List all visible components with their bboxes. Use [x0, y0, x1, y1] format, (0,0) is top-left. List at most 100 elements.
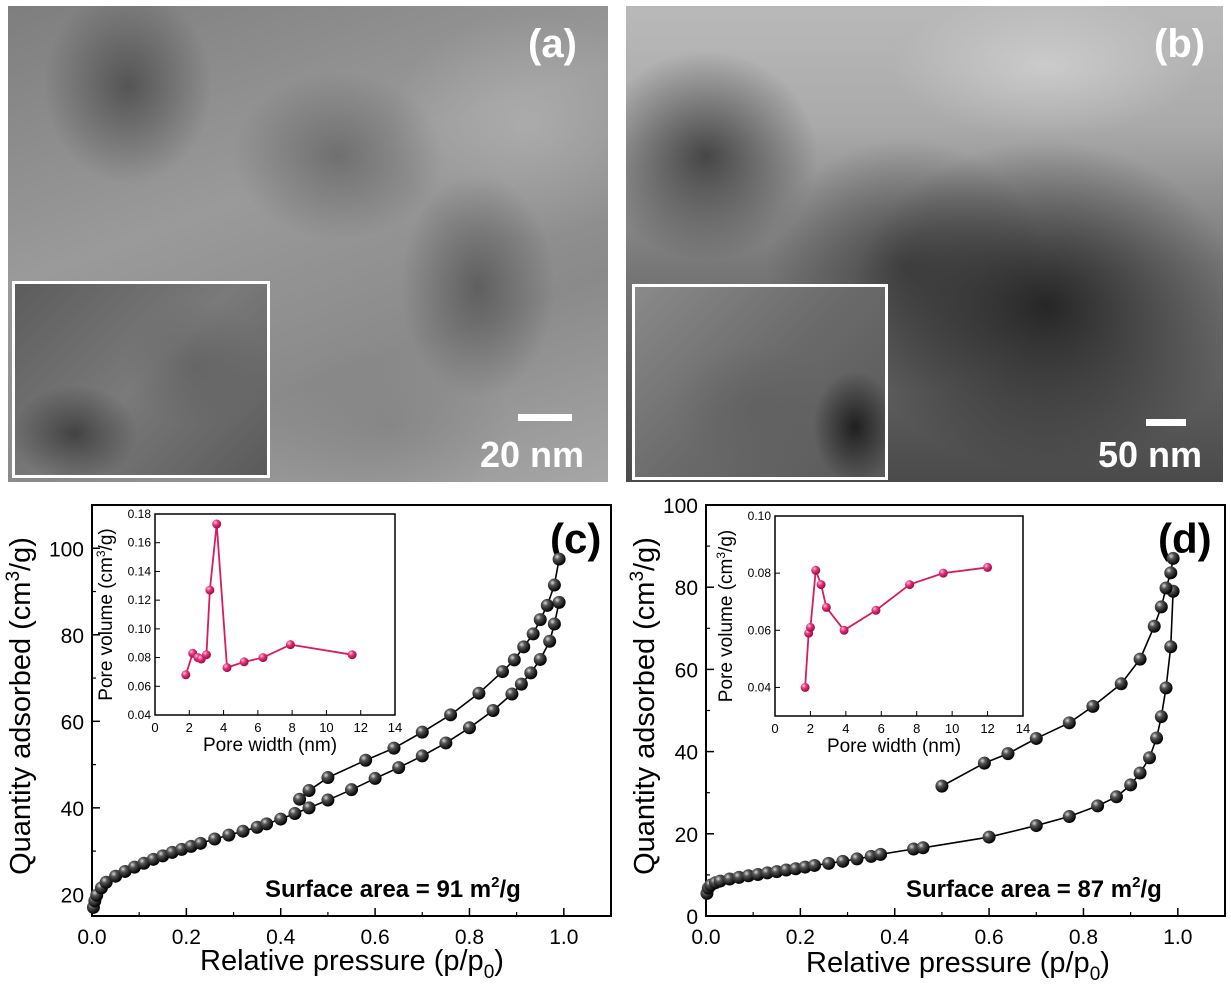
isotherm-point: [302, 801, 316, 815]
x-tick-label: 0.2: [172, 926, 201, 949]
psd-point: [821, 602, 831, 612]
y-tick-label: 40: [675, 742, 698, 765]
isotherm-point: [1166, 551, 1180, 565]
inset-y-tick-label: 0.14: [128, 564, 152, 578]
isotherm-point: [808, 858, 822, 872]
inset-y-tick-label: 0.06: [128, 679, 152, 693]
isotherm-point: [850, 852, 864, 866]
inset-x-tick-label: 14: [388, 720, 402, 735]
x-tick-label: 1.0: [1163, 926, 1192, 949]
tem-image-b: [626, 6, 1223, 482]
inset-x-tick-label: 12: [353, 720, 367, 735]
isotherm-point: [1159, 581, 1173, 595]
isotherm-point: [822, 856, 836, 870]
isotherm-point: [1124, 778, 1138, 792]
isotherm-point: [439, 736, 453, 750]
inset-x-tick-label: 2: [807, 721, 814, 736]
isotherm-point: [907, 842, 921, 856]
psd-point: [347, 650, 357, 660]
isotherm-point: [916, 841, 930, 855]
plot-frame-c: [91, 504, 612, 917]
scale-text-b: 50 nm: [1098, 434, 1203, 475]
isotherm-point: [444, 708, 458, 722]
psd-point: [258, 653, 268, 663]
inset-x-tick-label: 14: [1016, 721, 1030, 736]
x-axis-label: Relative pressure (p/p0): [806, 947, 1110, 985]
isotherm-point: [472, 686, 486, 700]
inset-x-tick-label: 12: [980, 721, 994, 736]
isotherm-point: [359, 753, 373, 767]
y-tick-label: 40: [61, 798, 84, 821]
isotherm-point: [387, 741, 401, 755]
inset-y-tick-label: 0.10: [128, 622, 152, 636]
psd-point: [938, 568, 948, 578]
isotherm-point: [236, 824, 250, 838]
isotherm-point: [1133, 652, 1147, 666]
inset-x-tick-label: 10: [319, 720, 333, 735]
inset-x-axis-label: Pore width (nm): [827, 736, 961, 757]
isotherm-point: [1133, 766, 1147, 780]
isotherm-point: [1143, 751, 1157, 765]
isotherm-point: [1150, 731, 1164, 745]
isotherm-point: [524, 666, 538, 680]
isotherm-point: [1091, 799, 1105, 813]
isotherm-point: [977, 756, 991, 770]
y-tick-label: 100: [663, 495, 698, 518]
psd-point: [285, 640, 295, 650]
y-axis-label: Quantity adsorbed (cm3/g): [3, 537, 37, 875]
psd-point: [805, 622, 815, 632]
isotherm-point: [368, 771, 382, 785]
inset-y-tick-label: 0.16: [128, 536, 152, 550]
isotherm-point: [547, 617, 561, 631]
isotherm-point: [321, 771, 335, 785]
psd-point: [983, 562, 993, 572]
psd-point: [181, 670, 191, 680]
psd-point: [816, 580, 826, 590]
isotherm-point: [222, 828, 236, 842]
x-tick-label: 0.6: [974, 926, 1003, 949]
tem-image-a: [8, 6, 608, 482]
inset-y-axis-label: Pore volume (cm3/g): [94, 528, 117, 700]
inset-y-axis-label: Pore volume (cm3/g): [714, 530, 737, 702]
y-tick-label: 0: [686, 906, 698, 929]
isotherm-point: [1164, 640, 1178, 654]
psd-point: [905, 580, 915, 590]
isotherm-point: [552, 595, 566, 609]
scale-bar-b: [1146, 419, 1186, 426]
isotherm-point: [345, 783, 358, 797]
tem-inset-b: [632, 284, 888, 480]
isotherm-point: [517, 640, 531, 654]
isotherm-point: [415, 749, 429, 763]
inset-x-tick-label: 2: [186, 720, 193, 735]
isotherm-point: [99, 875, 113, 889]
isotherm-point: [1147, 619, 1161, 633]
inset-y-tick-label: 0.04: [748, 680, 772, 694]
inset-y-tick-label: 0.10: [748, 509, 772, 523]
inset-x-tick-label: 10: [945, 721, 959, 736]
x-tick-label: 0.8: [455, 926, 484, 949]
x-tick-label: 1.0: [549, 926, 578, 949]
inset-y-tick-label: 0.08: [748, 566, 772, 580]
surface-area-annotation: Surface area = 87 m2/g: [906, 874, 1162, 903]
isotherm-point: [392, 761, 406, 775]
isotherm-point: [1109, 790, 1123, 804]
y-tick-label: 80: [675, 577, 698, 600]
x-tick-label: 0.2: [786, 926, 815, 949]
inset-x-axis-label: Pore width (nm): [203, 735, 337, 756]
inset-psd-d: 0 2 4 6 8 10 12 14 0.04 0.06 0.08 0.10 Pore width (n…: [714, 509, 1030, 757]
isotherm-point: [1086, 699, 1100, 713]
tem-inset-a: [12, 281, 270, 478]
isotherm-point: [293, 792, 307, 806]
inset-y-tick-label: 0.18: [128, 507, 152, 521]
psd-point: [201, 650, 211, 660]
inset-x-tick-label: 8: [289, 720, 296, 735]
inset-y-tick-label: 0.04: [128, 708, 152, 722]
isotherm-point: [288, 806, 302, 820]
panel-label-b: (b): [1154, 22, 1206, 66]
isotherm-point: [1001, 747, 1015, 761]
isotherm-point: [462, 721, 476, 735]
inset-y-tick-label: 0.08: [128, 651, 152, 665]
isotherm-point: [514, 677, 528, 691]
inset-y-tick-label: 0.12: [128, 593, 152, 607]
